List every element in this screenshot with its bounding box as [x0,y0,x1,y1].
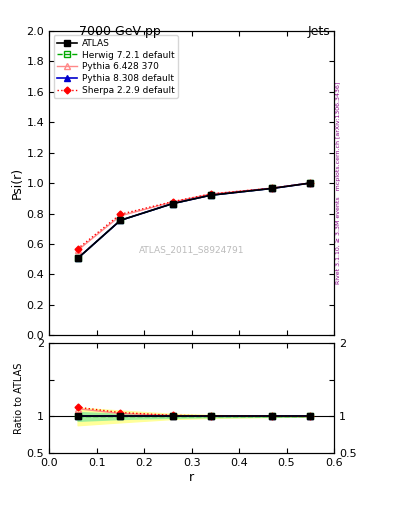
Text: Jets: Jets [307,25,330,37]
X-axis label: r: r [189,471,194,484]
Legend: ATLAS, Herwig 7.2.1 default, Pythia 6.428 370, Pythia 8.308 default, Sherpa 2.2.: ATLAS, Herwig 7.2.1 default, Pythia 6.42… [53,35,178,98]
Y-axis label: Ratio to ATLAS: Ratio to ATLAS [14,362,24,434]
Y-axis label: Psi(r): Psi(r) [11,167,24,199]
Y-axis label: Rivet 3.1.10, ≥ 3.3M events   mcplots.cern.ch [arXiv:1306.3436]: Rivet 3.1.10, ≥ 3.3M events mcplots.cern… [336,82,341,284]
Text: ATLAS_2011_S8924791: ATLAS_2011_S8924791 [139,246,244,254]
Text: 7000 GeV pp: 7000 GeV pp [79,25,160,37]
